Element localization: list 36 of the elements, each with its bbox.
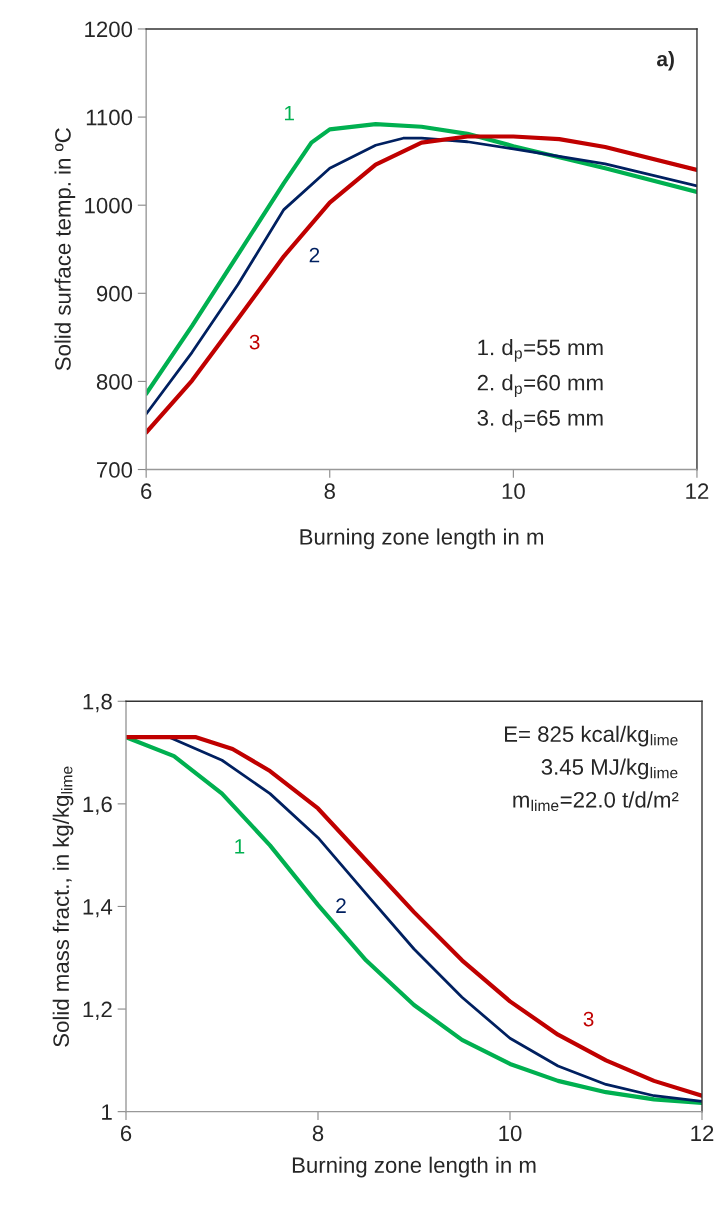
y-axis-title: Solid mass fract., in kg/kg$_{lime}$ — [52, 766, 74, 1047]
x-tick-label: 6 — [141, 483, 152, 500]
x-tick-label: 6 — [120, 1125, 132, 1142]
annotation: a) — [657, 51, 674, 71]
x-tick-label: 8 — [312, 1125, 324, 1142]
x-tick-label: 8 — [324, 483, 335, 500]
annotation: 3.45 MJ/kg$_{lime}$ — [541, 758, 678, 780]
y-tick-label: 1,8 — [83, 693, 112, 713]
series-label: 1 — [284, 105, 294, 121]
text: 2 — [309, 247, 320, 263]
x-tick-label: 12 — [691, 1125, 714, 1141]
series-label: 3 — [249, 334, 260, 350]
y-tick-label: 1000 — [85, 197, 133, 214]
y-tick-label: 1,2 — [83, 1001, 112, 1020]
x-axis-title: Burning zone length in m — [292, 1156, 536, 1178]
annotation: m$_{lime}$=22.0 t/d/m² — [513, 791, 679, 812]
series-label: 2 — [336, 898, 346, 913]
series-label: 1 — [235, 839, 245, 854]
y-tick-label: 1,4 — [83, 899, 113, 918]
y-tick-label: 900 — [96, 285, 133, 302]
y-tick-label: 1200 — [85, 21, 133, 38]
y-tick-label: 700 — [97, 462, 133, 478]
x-axis-title: Burning zone length in m — [300, 528, 544, 550]
x-tick-label: 10 — [499, 1125, 522, 1142]
annotation: 1. d$_{p}$=55 mm — [478, 339, 603, 362]
annotation: 3. d$_{p}$=65 mm — [477, 409, 603, 433]
y-tick-label: 1,6 — [83, 796, 112, 815]
y-tick-label: 800 — [96, 373, 133, 390]
y-tick-label: 1 — [102, 1104, 112, 1120]
series-label: 3 — [583, 1011, 594, 1027]
x-tick-label: 10 — [502, 483, 525, 500]
x-tick-label: 12 — [686, 483, 709, 499]
annotation: E= 825 kcal/kg$_{lime}$ — [505, 725, 678, 747]
y-axis-title: Solid surface temp. in ºC — [54, 128, 76, 371]
y-tick-label: 1100 — [86, 109, 133, 126]
annotation: 2. d$_{p}$=60 mm — [477, 374, 603, 398]
